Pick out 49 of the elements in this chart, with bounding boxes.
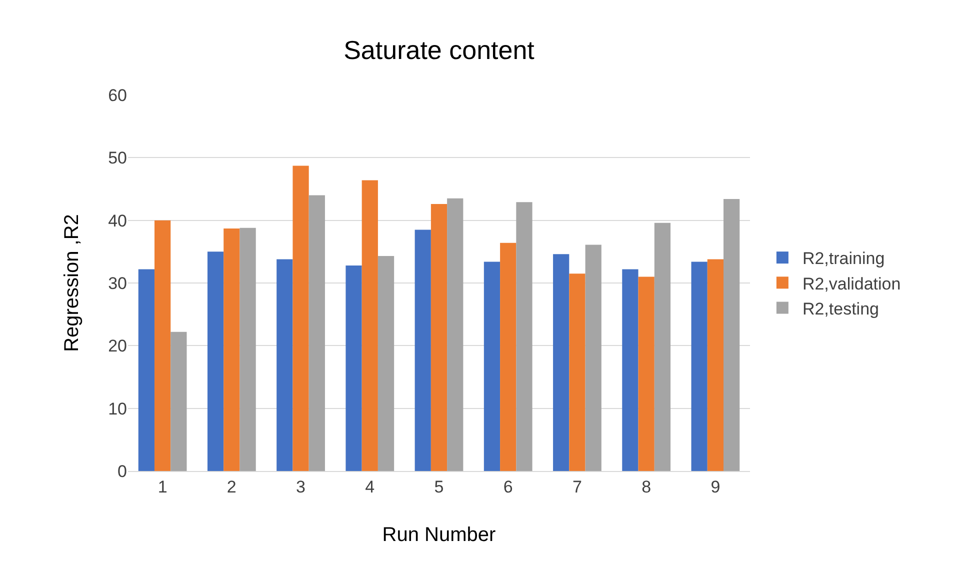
bar [585, 244, 602, 471]
bar [224, 228, 240, 471]
bar [276, 259, 293, 471]
x-tick-label: 6 [503, 477, 513, 496]
x-tick-label: 5 [434, 477, 444, 496]
x-tick-label: 9 [710, 477, 720, 496]
bar [430, 204, 448, 471]
y-tick-label: 30 [108, 274, 127, 293]
bar [707, 259, 724, 471]
x-tick-label: 3 [296, 477, 306, 496]
bar [207, 252, 224, 471]
bar [414, 230, 431, 471]
y-tick-label: 20 [108, 336, 127, 356]
x-tick-label: 2 [226, 477, 236, 496]
x-tick-label: 4 [365, 477, 375, 496]
bar [346, 265, 362, 471]
bar [308, 195, 325, 471]
bar [292, 166, 309, 471]
x-axis-title: Run Number [382, 524, 496, 546]
bar [170, 332, 187, 471]
x-tick-label: 7 [572, 477, 582, 496]
y-tick-label: 0 [118, 462, 127, 481]
bar [654, 222, 671, 471]
bar [500, 242, 516, 471]
bar [691, 262, 708, 471]
bar [447, 198, 464, 471]
y-tick-label: 60 [108, 86, 127, 105]
y-axis-title: Regression ,R2 [61, 214, 83, 352]
bar [516, 202, 532, 471]
bar [240, 228, 256, 471]
x-tick-label: 8 [642, 477, 652, 496]
bar [553, 254, 570, 471]
legend-label: R2,testing [802, 299, 879, 318]
y-tick-label: 50 [108, 148, 127, 168]
bar [484, 262, 500, 471]
bar [622, 269, 638, 471]
bar [362, 180, 378, 471]
y-tick-label: 10 [108, 399, 127, 418]
bar [724, 199, 740, 471]
legend-label: R2,validation [802, 274, 901, 294]
bar [638, 276, 654, 471]
bar [378, 256, 394, 471]
y-tick-label: 40 [108, 211, 127, 230]
bar [569, 274, 586, 471]
bar [138, 269, 154, 471]
chart-title: Saturate content [344, 34, 536, 65]
x-tick-label: 1 [158, 477, 168, 496]
bar [154, 220, 171, 471]
legend-label: R2,training [802, 249, 885, 268]
